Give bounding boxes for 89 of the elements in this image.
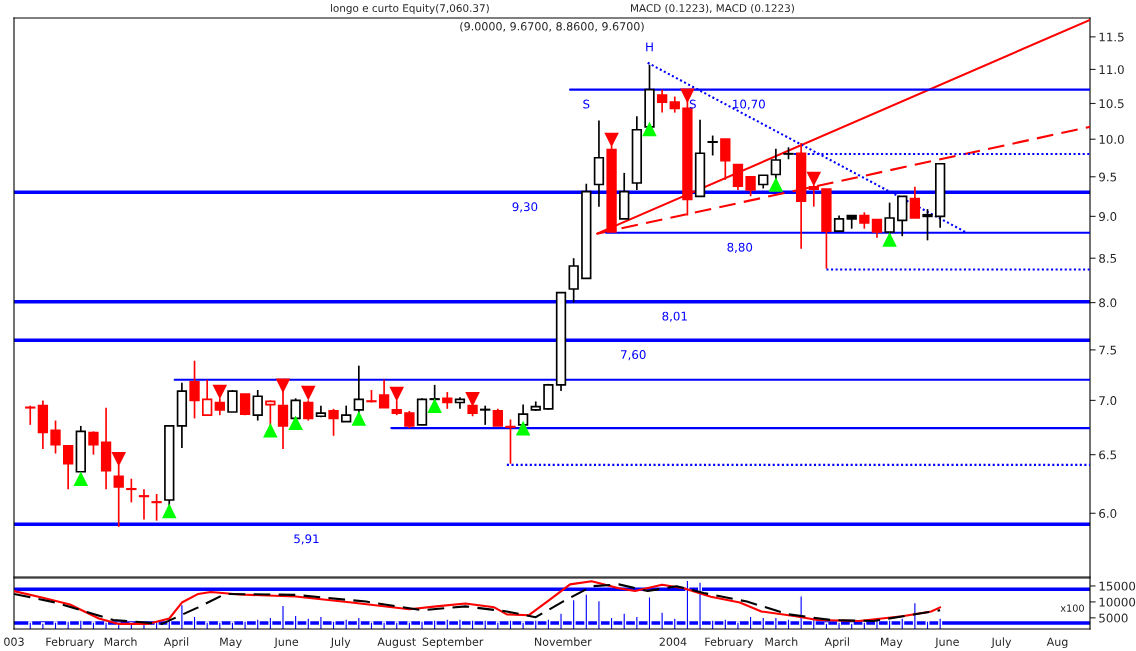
y-tick-label: 11.0 [1099,65,1124,75]
point [275,378,291,394]
point [427,398,442,413]
candlestick [138,488,150,521]
point [642,121,657,137]
candlestick [151,493,162,522]
x-tick-label: 2004 [659,637,687,646]
y-tick-label: 8.5 [1099,253,1117,263]
y-tick-label: 8.0 [1099,298,1117,308]
y-tick-label: 7.0 [1099,396,1117,406]
point [73,471,89,486]
y-tick-label: 10000 [1099,597,1136,607]
candlestick [202,378,213,417]
point [288,415,303,430]
candlestick [328,407,339,437]
point [263,423,278,438]
point [882,232,897,247]
annotation: 8,80 [727,242,753,253]
candlestick [745,175,756,198]
x-tick-label: Aug [1046,637,1068,649]
point [161,503,177,519]
candlestick [252,389,263,422]
y-tick-label: 7.5 [1099,345,1117,355]
x-tick-label: March [765,637,798,646]
x-tick-label: February [46,637,95,649]
point [465,392,480,407]
candlestick [25,404,36,426]
candlestick [227,389,238,413]
x-tick-label: April [163,637,189,649]
y-tick-label: 15000 [1099,581,1136,591]
candlestick [378,378,390,409]
point [604,132,619,148]
point [300,385,316,401]
x-tick-label: September [422,637,484,649]
y-tick-label: 10.5 [1099,99,1124,109]
x-tick-label: November [535,637,592,646]
annotation: H [646,42,653,52]
text: longo e curto Equity(7,060.37) [330,3,489,15]
y-tick-label: 5000 [1099,613,1128,623]
candlestick [189,359,200,420]
point [212,384,228,400]
y-tick-label: 6.5 [1099,450,1117,460]
point [389,386,405,402]
x-tick-label: July [990,637,1012,649]
y-tick-label: 10.0 [1099,134,1124,144]
point [111,451,126,467]
candlestick [922,208,933,242]
annotation: 8,01 [662,311,687,322]
x-tick-label: April [824,637,849,649]
annotation: S [583,99,590,109]
chart-title: (9.0000, 9.6700, 8.8600, 9.6700) [460,21,644,32]
annotation: S [689,99,696,109]
x-tick-label: June [934,637,959,648]
annotation: 10,70 [733,99,765,110]
y-tick-label: 9.5 [1099,172,1117,182]
x-tick-label: August [377,637,416,649]
candlestick [707,134,718,157]
y-tick-label: 11.5 [1099,32,1124,42]
x-tick-label: February [705,637,754,649]
candlestick [656,88,668,114]
candlestick [505,418,516,465]
x-tick-label: May [881,637,903,649]
annotation: 7,60 [621,350,646,361]
candlestick [720,138,731,181]
point [768,177,784,192]
annotation: 9,30 [512,202,538,213]
candlestick [543,383,554,411]
x-tick-label: May [220,637,242,649]
candlestick [62,444,74,491]
point [351,411,367,426]
point [515,420,531,436]
candlestick [126,477,137,504]
x-tick-label: March [104,637,137,646]
candlestick [909,186,921,219]
y-tick-label: 6.0 [1099,509,1117,518]
candlestick [50,419,61,455]
y-tick-label: 9.0 [1099,212,1117,222]
x-tick-label: June [273,637,299,648]
text: MACD (0.1223), MACD (0.1223) [631,3,794,14]
candlestick [871,218,883,239]
candlestick [480,404,491,426]
annotation: x100 [1060,604,1084,612]
annotation: 5,91 [294,534,319,545]
x-tick-label: July [330,637,351,649]
candlestick [88,430,99,456]
point [806,171,822,187]
candlestick [568,257,579,304]
candlestick [732,163,744,191]
x-tick-label: 003 [4,637,24,646]
